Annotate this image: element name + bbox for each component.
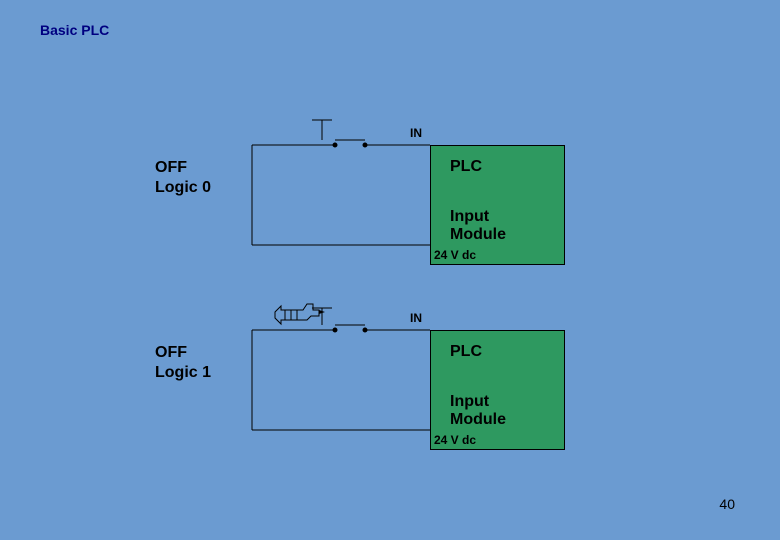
in-terminal-label-bottom: IN [410, 311, 422, 325]
hand-pointer-icon [275, 304, 325, 324]
state-label-bottom: OFF Logic 1 [155, 343, 211, 383]
state-line1-bottom: OFF [155, 344, 187, 361]
circuit-bottom [252, 308, 430, 430]
input-module-line2-top: Module [450, 226, 506, 243]
page-title: Basic PLC [40, 22, 109, 38]
voltage-label-top: 24 V dc [434, 248, 476, 262]
voltage-label-bottom: 24 V dc [434, 433, 476, 447]
plc-label-top: PLC [450, 158, 482, 176]
plc-label-bottom: PLC [450, 343, 482, 361]
input-module-line1-top: Input [450, 208, 489, 225]
in-terminal-label-top: IN [410, 126, 422, 140]
input-module-label-top: Input Module [450, 208, 506, 244]
input-module-line2-bottom: Module [450, 411, 506, 428]
input-module-line1-bottom: Input [450, 393, 489, 410]
state-line2-bottom: Logic 1 [155, 364, 211, 381]
state-label-top: OFF Logic 0 [155, 158, 211, 198]
state-line2-top: Logic 0 [155, 179, 211, 196]
state-line1-top: OFF [155, 159, 187, 176]
circuit-top [252, 120, 430, 245]
page-number: 40 [719, 496, 735, 512]
circuit-overlay [0, 0, 780, 540]
input-module-label-bottom: Input Module [450, 393, 506, 429]
